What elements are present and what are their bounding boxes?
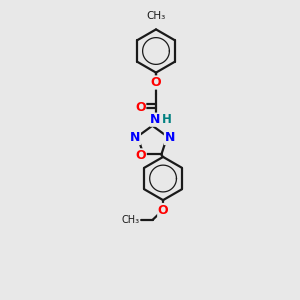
Text: O: O	[136, 149, 146, 162]
Text: O: O	[151, 76, 161, 89]
Text: N: N	[164, 131, 175, 145]
Text: N: N	[130, 131, 140, 145]
Text: CH₃: CH₃	[122, 215, 140, 225]
Text: O: O	[158, 203, 168, 217]
Text: O: O	[135, 101, 146, 114]
Text: CH₃: CH₃	[146, 11, 166, 21]
Text: N: N	[150, 113, 161, 126]
Text: H: H	[162, 113, 171, 126]
